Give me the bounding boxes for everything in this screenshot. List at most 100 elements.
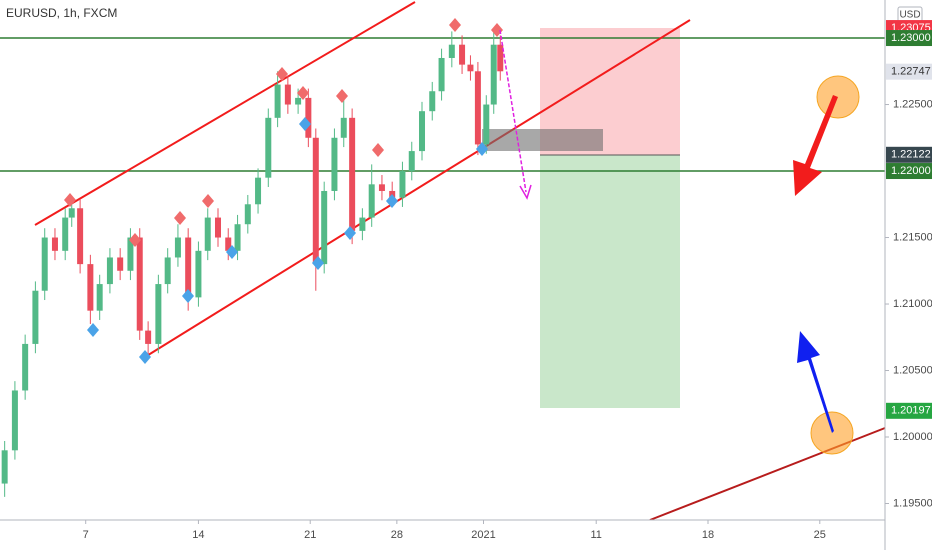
candle-body <box>96 284 103 311</box>
y-tick-label: 1.20500 <box>893 364 932 376</box>
pivot-marker <box>299 117 311 131</box>
currency: USD <box>899 10 920 21</box>
candle-body <box>474 71 481 145</box>
price-tag-box <box>886 30 932 47</box>
candle-body <box>467 64 474 72</box>
candle-body <box>359 217 366 231</box>
candle-body <box>448 44 455 58</box>
price-tag-label: 1.22000 <box>891 165 931 177</box>
pivot-marker <box>476 142 488 156</box>
candle-body <box>41 237 48 291</box>
candle-body <box>136 237 143 331</box>
candle-body <box>368 184 375 218</box>
candle-body <box>214 217 221 238</box>
y-tick-label: 1.21500 <box>893 231 932 243</box>
price-axis <box>885 0 932 550</box>
pivot-marker <box>182 289 194 303</box>
candle-body <box>408 151 415 172</box>
price-tag-box <box>886 63 932 80</box>
candle-body <box>32 290 39 344</box>
candle-body <box>459 44 466 65</box>
candle-body <box>68 208 75 218</box>
candle-body <box>399 171 406 198</box>
pivot-marker <box>129 233 141 247</box>
price-tag-box <box>886 146 932 163</box>
pivot-marker <box>449 18 461 32</box>
pivot-marker <box>344 226 356 240</box>
pivot-marker <box>276 67 288 81</box>
candle-body <box>331 137 338 191</box>
price-tag-label: 1.22747 <box>891 66 931 78</box>
candle-body <box>321 190 328 265</box>
pivot-marker <box>297 86 309 100</box>
candle-body <box>305 97 312 138</box>
candle-body <box>483 104 490 145</box>
candle-body <box>295 97 302 105</box>
candle-body <box>265 117 272 178</box>
candle-body <box>22 343 29 391</box>
price-tag-label: 1.23075 <box>891 22 931 34</box>
price-tag-box <box>886 163 932 180</box>
candle-body <box>438 57 445 92</box>
pivot-marker <box>64 193 76 207</box>
candle-body <box>234 224 241 251</box>
y-tick-label: 1.20000 <box>893 431 932 443</box>
candles <box>1 31 504 497</box>
candle-body <box>419 111 426 152</box>
pivot-marker <box>491 23 503 37</box>
x-tick-label: 28 <box>391 529 403 541</box>
pivot-marker <box>312 256 324 270</box>
candle-body <box>340 117 347 138</box>
chart-title: EURUSD, 1h, FXCM <box>6 6 117 20</box>
pivot-marker <box>87 323 99 337</box>
y-tick-label: 1.22500 <box>893 98 932 110</box>
price-tag: 1.20197 <box>886 402 932 419</box>
y-tick-label: 1.21000 <box>893 298 932 310</box>
candle-body <box>378 184 385 191</box>
candle-body <box>155 284 162 344</box>
candle-body <box>164 257 171 285</box>
price-tag-label: 1.22122 <box>891 149 931 161</box>
y-tick-label: 1.19500 <box>893 497 932 509</box>
candle-body <box>127 237 134 271</box>
candle-body <box>145 330 152 344</box>
candle-body <box>429 91 436 112</box>
channel-lower <box>144 19 691 358</box>
candle-body <box>117 257 124 271</box>
drawings <box>0 1 886 521</box>
zone-box <box>482 129 603 151</box>
pivot-marker <box>386 194 398 208</box>
time-axis <box>0 520 885 550</box>
candle-body <box>77 208 84 265</box>
price-tag: 1.22000 <box>886 163 932 180</box>
price-tag: 1.22747 <box>886 63 932 80</box>
candle-body <box>312 137 319 265</box>
channel-upper <box>34 1 416 226</box>
axes: 1.22500 1.21500 1.21000 1.20500 1.20000 1.195… <box>83 20 932 541</box>
x-tick-label: 18 <box>702 529 714 541</box>
candle-body <box>1 450 8 484</box>
candle-body <box>284 84 291 105</box>
candle-body <box>87 264 94 311</box>
down-arrow <box>793 95 838 196</box>
pivot-marker <box>336 89 348 103</box>
candle-body <box>497 44 504 72</box>
candle-body <box>195 250 202 298</box>
x-tick-label: 11 <box>590 529 601 541</box>
candle-body <box>51 237 58 251</box>
x-tick-label: 2021 <box>471 529 495 541</box>
price-tag: 1.22122 <box>886 146 932 163</box>
candle-body <box>106 257 113 285</box>
projection-arrow-head <box>519 184 532 200</box>
price-tag-box <box>886 402 932 419</box>
projection-arrow <box>499 29 527 193</box>
x-tick-label: 7 <box>83 529 89 541</box>
x-tick-label: 14 <box>192 529 204 541</box>
candle-body <box>490 44 497 105</box>
candle-body <box>174 237 181 258</box>
annotations <box>499 29 860 455</box>
pivot-marker <box>372 143 384 157</box>
pivot-marker <box>226 245 238 259</box>
candle-body <box>225 237 232 251</box>
